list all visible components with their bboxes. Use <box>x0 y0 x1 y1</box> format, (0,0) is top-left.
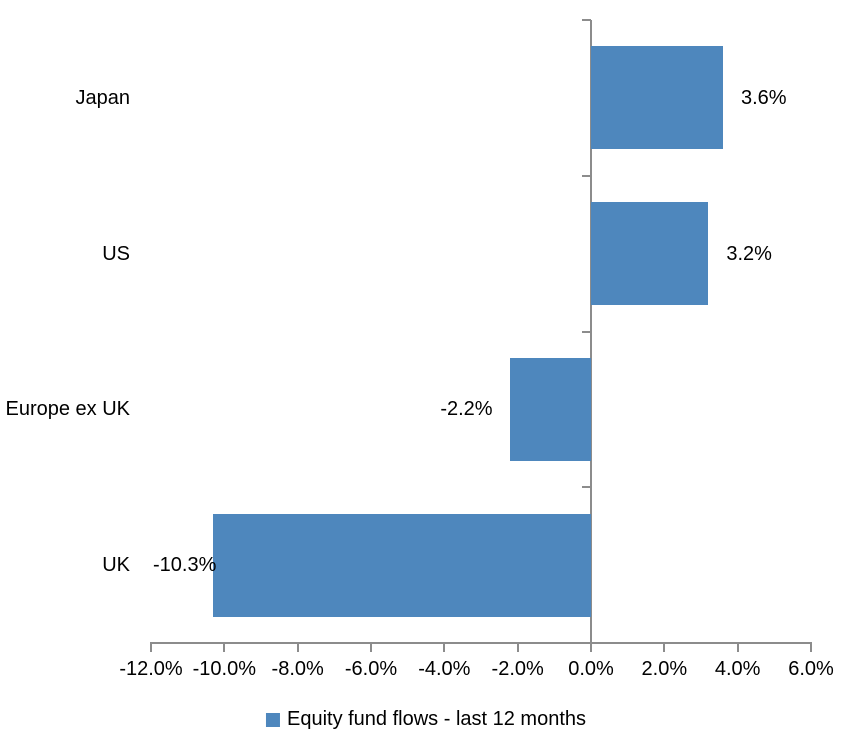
x-axis-tick-label: -2.0% <box>491 658 544 680</box>
x-axis-tick <box>663 643 666 652</box>
x-axis-tick-label: -8.0% <box>271 658 324 680</box>
x-axis-tick-label: -12.0% <box>119 658 183 680</box>
x-axis-tick <box>736 643 739 652</box>
x-axis-tick-label: 2.0% <box>641 658 688 680</box>
legend-label: Equity fund flows - last 12 months <box>286 708 587 730</box>
x-axis-tick-label: 6.0% <box>788 658 834 680</box>
x-axis-tick-label: -10.0% <box>192 658 257 680</box>
x-axis-tick-label: 0.0% <box>568 658 614 680</box>
data-label: -10.3% <box>153 554 217 577</box>
x-axis-tick-label: -6.0% <box>344 658 398 680</box>
category-label: Europe ex UK <box>5 398 130 421</box>
x-axis-tick <box>810 643 812 652</box>
x-axis-tick <box>443 643 446 652</box>
data-label: 3.6% <box>741 86 787 109</box>
x-axis-tick <box>516 643 519 652</box>
category-label: UK <box>102 554 130 577</box>
y-axis-tick <box>582 330 591 333</box>
y-axis-tick <box>582 486 591 489</box>
y-axis-tick <box>582 174 591 177</box>
data-label: -2.2% <box>440 398 493 421</box>
bar-europe-ex-uk <box>510 357 591 461</box>
bar-uk <box>213 513 591 617</box>
legend-marker-icon <box>265 713 280 727</box>
x-axis-tick <box>223 643 226 652</box>
y-axis-tick <box>582 19 591 21</box>
category-label: Japan <box>75 86 131 109</box>
x-axis-tick <box>370 643 372 652</box>
y-axis-line <box>590 20 592 652</box>
x-axis-tick-label: -4.0% <box>418 658 471 680</box>
x-axis-tick <box>150 643 152 652</box>
data-label: 3.2% <box>726 242 772 265</box>
legend: Equity fund flows - last 12 months <box>265 708 587 731</box>
category-label: US <box>102 242 130 265</box>
x-axis-line <box>150 642 812 644</box>
bar-us <box>591 202 709 306</box>
x-axis-tick-label: 4.0% <box>714 658 761 680</box>
bar-japan <box>591 46 723 150</box>
x-axis-tick <box>296 643 299 652</box>
